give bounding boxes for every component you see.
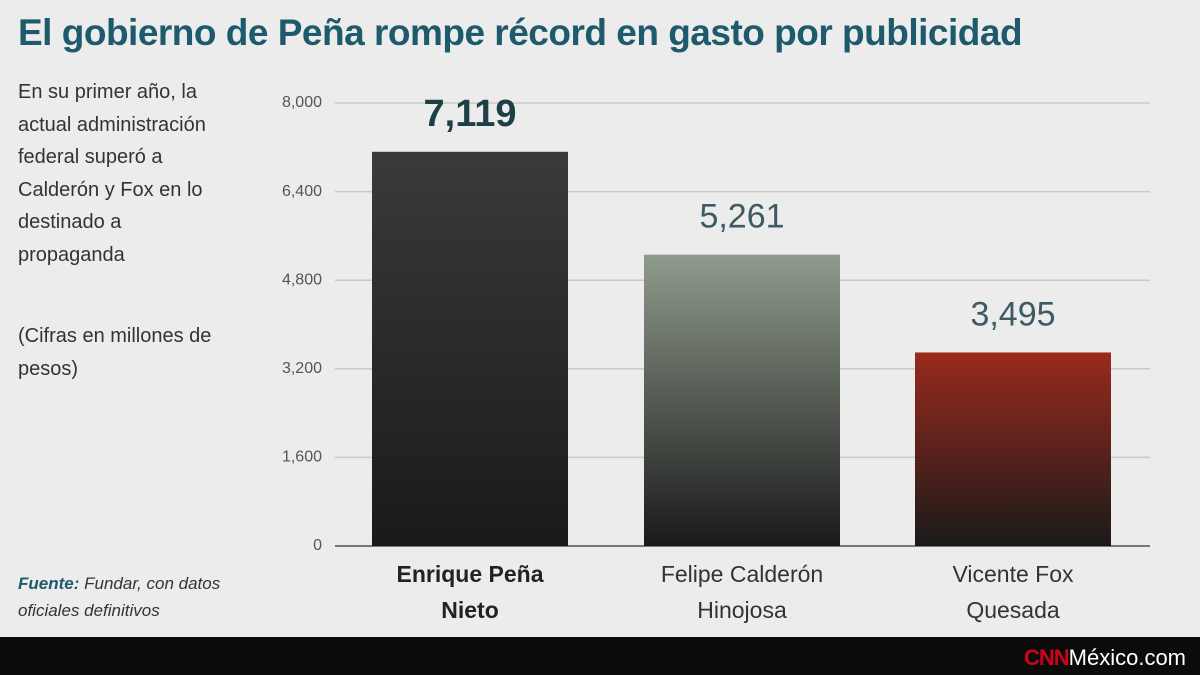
source: Fuente: Fundar, con datos oficiales defi… [18, 570, 258, 624]
y-tick-label: 3,200 [282, 360, 322, 377]
footer: CNNMéxico.com [0, 637, 1200, 675]
brand-logo: CNN [1023, 645, 1070, 670]
value-label: 7,119 [424, 93, 517, 135]
y-tick-label: 4,800 [282, 271, 322, 288]
y-tick-label: 8,000 [282, 94, 322, 111]
bar [372, 151, 568, 546]
bar [644, 254, 840, 546]
y-tick-label: 6,400 [282, 183, 322, 200]
x-tick-label: Enrique Peña Nieto [396, 561, 544, 623]
y-tick-label: 0 [313, 537, 322, 554]
brand-text: México.com [1068, 645, 1186, 670]
brand: CNNMéxico.com [1024, 645, 1186, 671]
chart-title: El gobierno de Peña rompe récord en gast… [18, 12, 1023, 53]
unit-note: (Cifras en millones de pesos) [18, 325, 212, 380]
subtitle: En su primer año, la actual administraci… [18, 81, 206, 266]
x-tick-label: Vicente Fox Quesada [952, 561, 1074, 623]
x-tick-label: Felipe Calderón Hinojosa [660, 561, 824, 623]
bar [915, 352, 1111, 546]
value-label: 3,495 [970, 295, 1055, 333]
y-tick-label: 1,600 [282, 449, 322, 466]
source-label: Fuente: [18, 574, 80, 593]
value-label: 5,261 [699, 198, 784, 236]
source-text: Fundar, con datos oficiales definitivos [18, 574, 221, 620]
